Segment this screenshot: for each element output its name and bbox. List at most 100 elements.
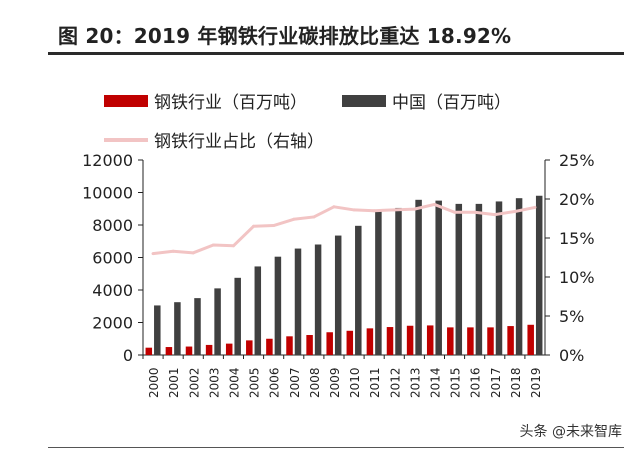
watermark: 头条 @未来智库 bbox=[519, 424, 622, 440]
share-point-2014 bbox=[432, 202, 436, 206]
left-tick-label: 0 bbox=[123, 346, 133, 365]
x-tick-label: 2014 bbox=[428, 367, 442, 398]
left-tick-label: 12000 bbox=[82, 151, 133, 170]
bar-china-2004 bbox=[234, 277, 241, 355]
bar-steel-2006 bbox=[266, 338, 273, 355]
bar-china-2000 bbox=[154, 305, 161, 355]
share-point-2005 bbox=[252, 224, 256, 228]
right-tick-label: 0% bbox=[559, 346, 584, 365]
x-tick-label: 2000 bbox=[147, 367, 161, 398]
chart-title: 图 20：2019 年钢铁行业碳排放比重达 18.92% bbox=[58, 24, 512, 48]
right-tick-label: 25% bbox=[559, 151, 595, 170]
share-point-2004 bbox=[231, 244, 235, 248]
legend: 钢铁行业（百万吨） 中国（百万吨） 钢铁行业占比（右轴） bbox=[104, 93, 511, 152]
bar-china-2014 bbox=[435, 200, 442, 355]
legend-china-label: 中国（百万吨） bbox=[392, 93, 511, 113]
x-tick-label: 2019 bbox=[529, 367, 543, 398]
share-line bbox=[151, 202, 537, 256]
share-point-2012 bbox=[392, 208, 396, 212]
bar-steel-2001 bbox=[165, 347, 173, 355]
share-point-2001 bbox=[171, 249, 175, 253]
left-tick-label: 4000 bbox=[92, 281, 133, 300]
share-point-2000 bbox=[151, 252, 155, 256]
left-tick-label: 2000 bbox=[92, 314, 133, 333]
x-tick-label: 2004 bbox=[227, 367, 241, 398]
share-point-2011 bbox=[372, 209, 376, 213]
bar-steel-2019 bbox=[527, 324, 534, 355]
bar-china-2018 bbox=[515, 198, 523, 355]
share-point-2002 bbox=[191, 251, 195, 255]
bar-steel-2016 bbox=[467, 327, 474, 355]
share-point-2007 bbox=[292, 217, 296, 221]
x-tick-label: 2015 bbox=[449, 367, 463, 398]
bar-steel-2002 bbox=[185, 346, 193, 355]
bar-china-2010 bbox=[355, 225, 362, 355]
title-divider bbox=[48, 52, 624, 55]
bar-china-2016 bbox=[475, 203, 483, 355]
share-point-2018 bbox=[513, 209, 517, 213]
x-tick-label: 2013 bbox=[408, 367, 422, 398]
bar-china-2011 bbox=[375, 210, 382, 355]
x-tick-label: 2007 bbox=[288, 367, 302, 398]
left-tick-label: 8000 bbox=[92, 216, 133, 235]
bar-steel-2009 bbox=[326, 332, 333, 355]
bar-steel-2018 bbox=[507, 326, 514, 355]
legend-share-label: 钢铁行业占比（右轴） bbox=[154, 132, 324, 152]
share-line-path bbox=[152, 202, 536, 256]
bar-china-2019 bbox=[535, 195, 543, 355]
bar-china-2017 bbox=[495, 201, 503, 355]
x-tick-label: 2001 bbox=[167, 367, 181, 398]
right-tick-label: 20% bbox=[559, 190, 595, 209]
bar-china-2015 bbox=[455, 203, 463, 355]
bar-china-2001 bbox=[174, 302, 181, 355]
x-tick-label: 2003 bbox=[207, 367, 221, 398]
bar-steel-2015 bbox=[447, 327, 454, 355]
x-tick-label: 2018 bbox=[509, 367, 523, 398]
bottom-divider bbox=[48, 447, 624, 448]
share-point-2008 bbox=[312, 215, 316, 219]
x-tick-label: 2017 bbox=[489, 367, 503, 398]
right-tick-label: 15% bbox=[559, 229, 595, 248]
x-tick-label: 2005 bbox=[248, 367, 262, 398]
left-tick-label: 6000 bbox=[92, 249, 133, 268]
share-point-2016 bbox=[473, 210, 477, 214]
left-tick-label: 10000 bbox=[82, 184, 133, 203]
bar-steel-2017 bbox=[487, 327, 494, 355]
share-point-2013 bbox=[412, 207, 416, 211]
bar-steel-2000 bbox=[145, 347, 153, 355]
bar-steel-2013 bbox=[406, 325, 414, 355]
x-tick-label: 2002 bbox=[187, 367, 201, 398]
bar-china-2009 bbox=[334, 235, 342, 355]
x-tick-label: 2008 bbox=[308, 367, 322, 398]
tick-labels: 0 2000 4000 6000 8000 10000 12000 0% 5% 10% 15% 20%… bbox=[82, 151, 594, 398]
legend-steel-swatch bbox=[104, 95, 148, 107]
x-tick-label: 2016 bbox=[469, 367, 483, 398]
bar-steel-2007 bbox=[286, 336, 293, 355]
share-point-2015 bbox=[453, 210, 457, 214]
bar-china-2003 bbox=[214, 288, 221, 355]
share-point-2009 bbox=[332, 205, 336, 209]
x-tick-label: 2012 bbox=[388, 367, 402, 398]
bar-china-2005 bbox=[254, 266, 262, 355]
legend-china-swatch bbox=[342, 95, 386, 107]
share-point-2003 bbox=[211, 243, 215, 247]
bar-china-2006 bbox=[274, 256, 282, 355]
right-tick-label: 5% bbox=[559, 307, 584, 326]
bar-steel-2012 bbox=[386, 327, 394, 355]
bar-china-2008 bbox=[314, 244, 322, 355]
bar-china-2007 bbox=[294, 248, 302, 355]
share-point-2017 bbox=[493, 213, 497, 217]
bar-steel-2008 bbox=[306, 335, 313, 355]
bar-steel-2014 bbox=[426, 325, 434, 355]
share-point-2006 bbox=[272, 224, 276, 228]
bar-steel-2011 bbox=[366, 328, 374, 355]
bar-steel-2005 bbox=[246, 340, 253, 355]
right-tick-label: 10% bbox=[559, 268, 595, 287]
x-tick-label: 2010 bbox=[348, 367, 362, 398]
x-tick-label: 2011 bbox=[368, 367, 382, 398]
bar-steel-2004 bbox=[225, 343, 233, 355]
bar-china-2013 bbox=[415, 199, 422, 355]
bar-china-2012 bbox=[395, 207, 402, 355]
share-point-2019 bbox=[533, 205, 537, 209]
bar-steel-2010 bbox=[346, 330, 354, 355]
